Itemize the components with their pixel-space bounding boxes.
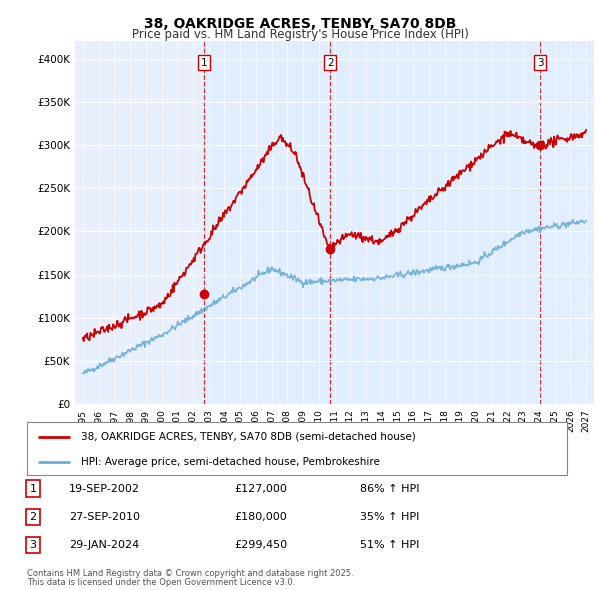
Text: 1: 1 (201, 58, 208, 68)
Text: This data is licensed under the Open Government Licence v3.0.: This data is licensed under the Open Gov… (27, 578, 295, 588)
Text: 19-SEP-2002: 19-SEP-2002 (69, 484, 140, 493)
Text: 38, OAKRIDGE ACRES, TENBY, SA70 8DB: 38, OAKRIDGE ACRES, TENBY, SA70 8DB (144, 17, 456, 31)
Text: Price paid vs. HM Land Registry's House Price Index (HPI): Price paid vs. HM Land Registry's House … (131, 28, 469, 41)
Text: 2: 2 (327, 58, 334, 68)
Text: 86% ↑ HPI: 86% ↑ HPI (360, 484, 419, 493)
Bar (331, 41, 540, 404)
Text: £127,000: £127,000 (234, 484, 287, 493)
Text: 29-JAN-2024: 29-JAN-2024 (69, 540, 139, 550)
Bar (540, 41, 594, 404)
Text: HPI: Average price, semi-detached house, Pembrokeshire: HPI: Average price, semi-detached house,… (81, 457, 380, 467)
Text: 51% ↑ HPI: 51% ↑ HPI (360, 540, 419, 550)
Bar (204, 41, 331, 404)
Text: 3: 3 (537, 58, 544, 68)
Text: Contains HM Land Registry data © Crown copyright and database right 2025.: Contains HM Land Registry data © Crown c… (27, 569, 353, 578)
Text: 3: 3 (29, 540, 37, 550)
Text: £180,000: £180,000 (234, 512, 287, 522)
Text: 27-SEP-2010: 27-SEP-2010 (69, 512, 140, 522)
Text: 35% ↑ HPI: 35% ↑ HPI (360, 512, 419, 522)
Text: 1: 1 (29, 484, 37, 493)
Text: 38, OAKRIDGE ACRES, TENBY, SA70 8DB (semi-detached house): 38, OAKRIDGE ACRES, TENBY, SA70 8DB (sem… (81, 432, 416, 442)
Text: £299,450: £299,450 (234, 540, 287, 550)
Text: 2: 2 (29, 512, 37, 522)
